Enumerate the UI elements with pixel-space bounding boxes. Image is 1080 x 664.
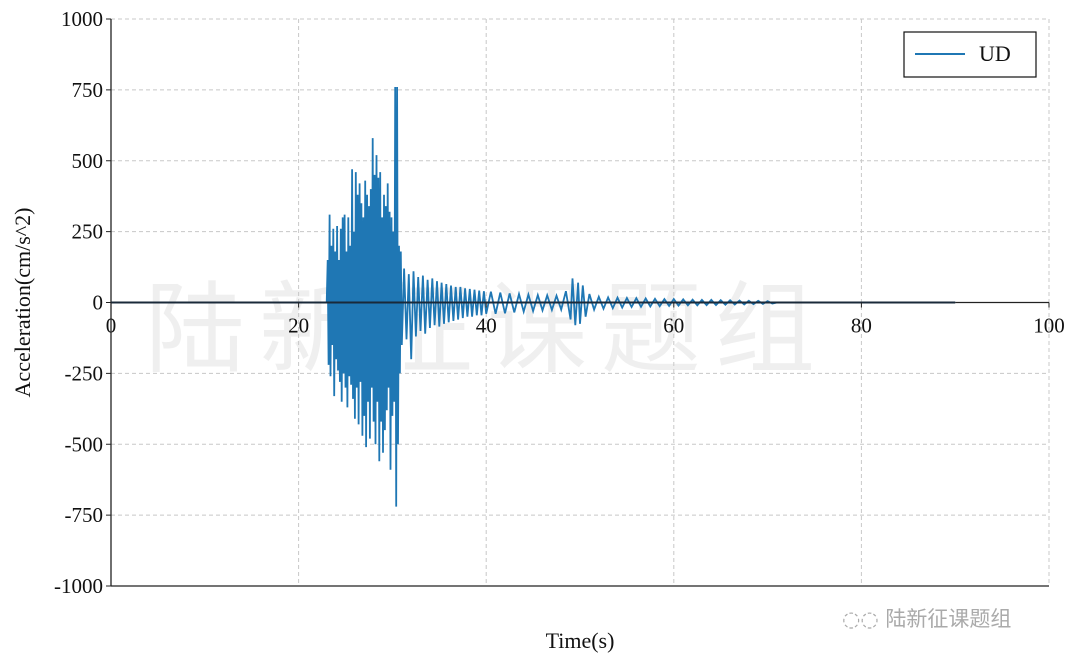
x-tick-label: 80	[851, 314, 872, 338]
y-axis-label: Acceleration(cm/s^2)	[10, 208, 35, 398]
y-tick-label: 500	[72, 149, 104, 173]
x-tick-label: 20	[288, 314, 309, 338]
y-tick-label: 750	[72, 78, 104, 102]
y-tick-label: -750	[65, 503, 104, 527]
y-tick-label: -250	[65, 361, 104, 385]
wechat-icon: ◌◌	[842, 607, 886, 631]
y-tick-label: 0	[93, 291, 104, 315]
x-tick-label: 60	[663, 314, 684, 338]
y-tick-label: -1000	[54, 574, 103, 598]
y-tick-label: -500	[65, 432, 104, 456]
x-tick-label: 0	[106, 314, 117, 338]
x-axis-label: Time(s)	[546, 628, 615, 653]
y-tick-label: 1000	[61, 7, 103, 31]
logo-label: 陆新征课题组	[885, 607, 1012, 631]
wechat-logo-text: ◌◌ 陆新征课题组	[842, 603, 1011, 633]
x-tick-label: 100	[1033, 314, 1065, 338]
watermark: 陆新征课题组	[145, 271, 829, 388]
series-line-ud	[111, 86, 956, 507]
legend-label: UD	[979, 41, 1011, 66]
y-tick-label: 250	[72, 220, 104, 244]
x-tick-label: 40	[476, 314, 497, 338]
